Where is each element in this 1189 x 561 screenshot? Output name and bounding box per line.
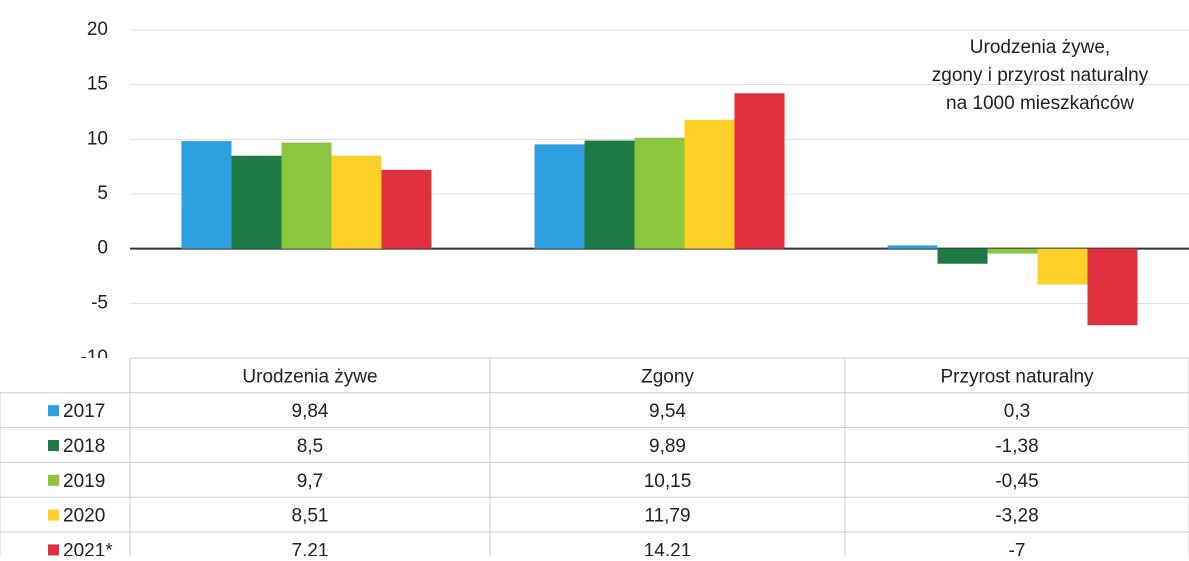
legend-swatch [48, 544, 59, 556]
table-cell: -1,38 [995, 436, 1038, 457]
table-cell: 9,89 [649, 436, 686, 457]
chart-title: Urodzenia żywe, [970, 37, 1110, 58]
table-cell: 8,51 [292, 506, 329, 527]
table-cell: 8,5 [297, 436, 323, 457]
table-cell: 10,15 [644, 471, 692, 492]
table-cell: 9,54 [649, 401, 686, 422]
bar [1087, 248, 1138, 326]
chart-title: na 1000 mieszkańców [946, 93, 1134, 114]
column-header: Urodzenia żywe [242, 366, 377, 387]
table-cell: 7,21 [292, 540, 329, 556]
bar [281, 142, 332, 249]
bar [1037, 248, 1088, 285]
bar [231, 155, 282, 249]
legend-swatch [48, 509, 59, 521]
chart-title: zgony i przyrost naturalny [932, 65, 1149, 86]
bar [684, 119, 735, 249]
bar [937, 248, 988, 264]
legend-label: 2017 [63, 401, 105, 422]
bar [634, 137, 685, 249]
legend-label: 2021* [63, 540, 113, 556]
bar [534, 144, 585, 249]
table-cell: 9,7 [297, 471, 323, 492]
table-cell: 0,3 [1004, 401, 1030, 422]
y-tick-label: 0 [97, 238, 108, 259]
bar [734, 93, 785, 249]
y-tick-label: 20 [87, 19, 108, 40]
table-cell: -3,28 [995, 506, 1038, 527]
y-tick-label: 5 [97, 183, 108, 204]
y-tick-label: -5 [91, 292, 108, 313]
bar [887, 245, 938, 249]
legend-label: 2020 [63, 506, 105, 527]
y-tick-label: 10 [87, 128, 108, 149]
table-bg [0, 358, 1189, 556]
legend-swatch [48, 474, 59, 486]
legend-label: 2019 [63, 471, 105, 492]
bar [181, 141, 232, 249]
legend-swatch [48, 405, 59, 417]
column-header: Zgony [641, 366, 694, 387]
bar [987, 248, 1038, 254]
bar [381, 169, 432, 249]
bar [584, 140, 635, 249]
table-cell: 14,21 [644, 540, 692, 556]
legend-label: 2018 [63, 436, 105, 457]
y-tick-label: 15 [87, 74, 108, 95]
table-cell: 9,84 [292, 401, 329, 422]
table-cell: -0,45 [995, 471, 1038, 492]
column-header: Przyrost naturalny [940, 366, 1094, 387]
table-cell: 11,79 [644, 506, 690, 527]
table-cell: -7 [1009, 540, 1026, 556]
legend-swatch [48, 440, 59, 451]
bar [331, 155, 382, 249]
